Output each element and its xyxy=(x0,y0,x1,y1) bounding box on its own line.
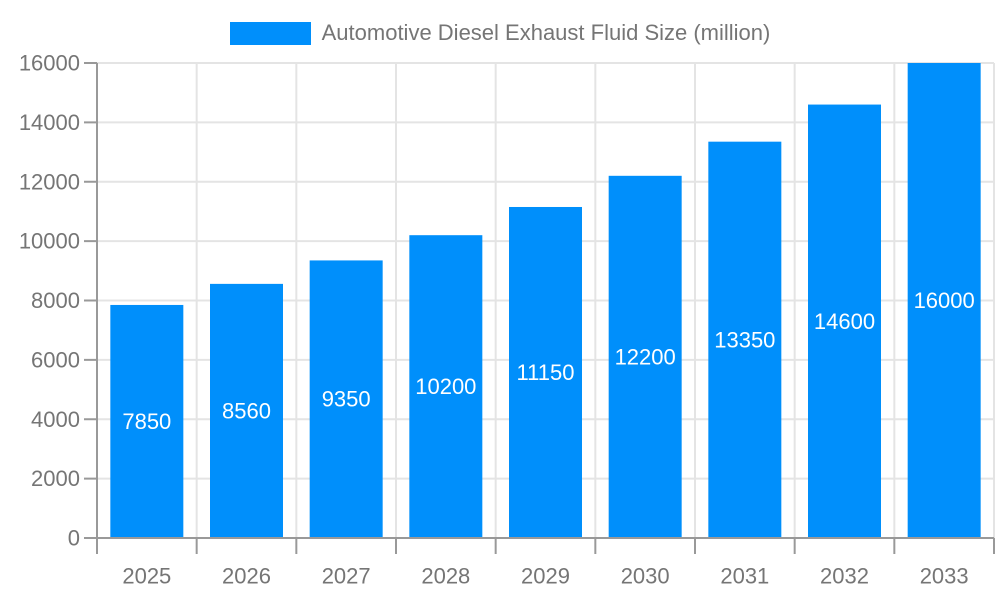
x-tick-label: 2029 xyxy=(521,564,570,589)
x-tick-label: 2033 xyxy=(920,564,969,589)
bar-value-label: 8560 xyxy=(222,398,271,423)
x-tick-label: 2026 xyxy=(222,564,271,589)
y-tick-label: 6000 xyxy=(31,347,80,372)
bar-value-label: 16000 xyxy=(914,288,975,313)
x-tick-label: 2025 xyxy=(122,564,171,589)
bar-2028[interactable] xyxy=(409,235,483,538)
bar-value-label: 13350 xyxy=(714,327,775,352)
bar-2032[interactable] xyxy=(808,104,881,538)
y-tick-label: 10000 xyxy=(19,229,80,254)
bar-value-label: 7850 xyxy=(122,409,171,434)
bar-2033[interactable] xyxy=(907,63,981,538)
legend[interactable]: Automotive Diesel Exhaust Fluid Size (mi… xyxy=(0,17,1000,49)
legend-series-label: Automotive Diesel Exhaust Fluid Size (mi… xyxy=(321,20,771,45)
x-tick-label: 2028 xyxy=(421,564,470,589)
bar-value-label: 12200 xyxy=(615,344,676,369)
bar-2029[interactable] xyxy=(509,206,582,538)
y-tick-label: 0 xyxy=(68,526,80,551)
y-tick-label: 2000 xyxy=(31,466,80,491)
x-tick-label: 2031 xyxy=(720,564,769,589)
x-tick-label: 2030 xyxy=(621,564,670,589)
bar-2025[interactable] xyxy=(110,304,184,538)
y-tick-label: 14000 xyxy=(19,110,80,135)
bar-2030[interactable] xyxy=(608,175,682,538)
bar-2031[interactable] xyxy=(708,141,782,538)
bar-value-label: 14600 xyxy=(814,309,875,334)
bar-2026[interactable] xyxy=(210,283,283,538)
x-tick-label: 2032 xyxy=(820,564,869,589)
x-tick-label: 2027 xyxy=(322,564,371,589)
bar-2027[interactable] xyxy=(309,260,383,538)
bar-value-label: 10200 xyxy=(415,374,476,399)
legend-swatch xyxy=(229,21,311,45)
bar-value-label: 11150 xyxy=(517,360,575,385)
y-tick-label: 8000 xyxy=(31,288,80,313)
y-tick-label: 4000 xyxy=(31,407,80,432)
y-tick-label: 16000 xyxy=(19,51,80,76)
y-tick-label: 12000 xyxy=(19,169,80,194)
bar-value-label: 9350 xyxy=(322,387,371,412)
